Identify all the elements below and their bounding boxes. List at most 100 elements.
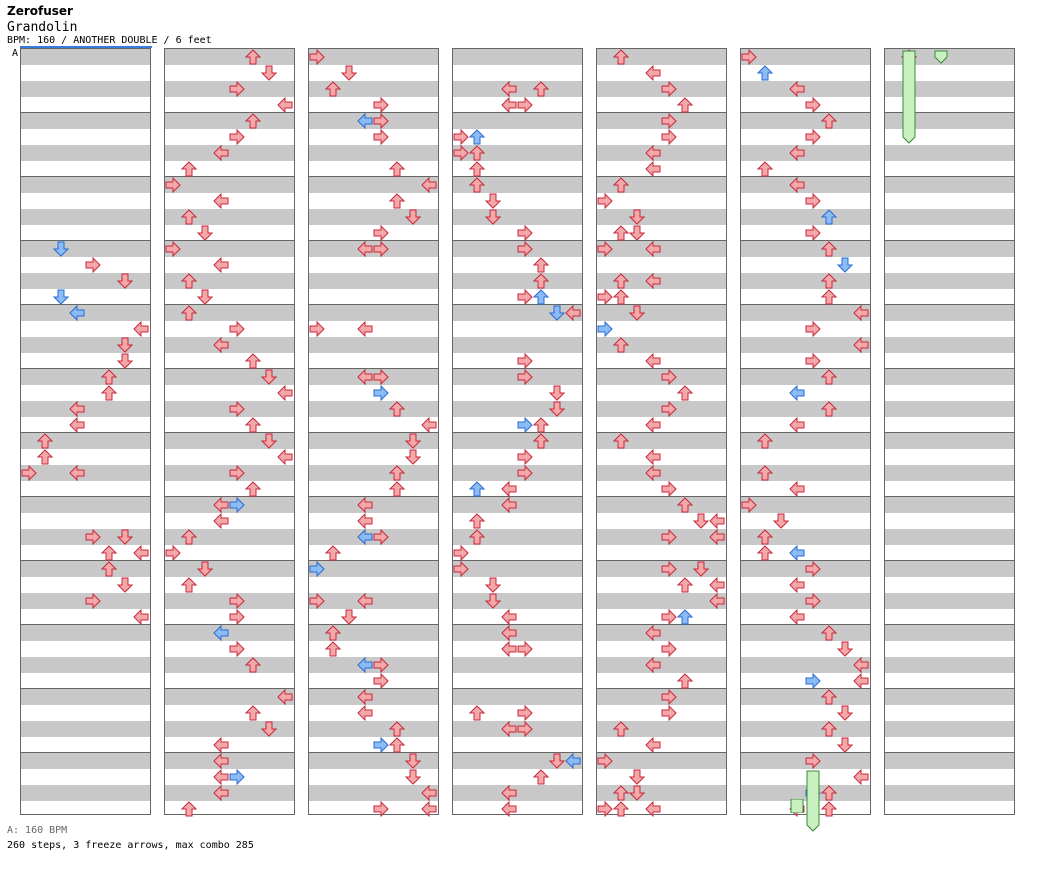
down-arrow-icon <box>325 625 341 641</box>
right-arrow-icon <box>133 321 149 337</box>
down-arrow-icon <box>613 49 629 65</box>
chart-column-7 <box>884 48 1015 815</box>
measure-line <box>597 176 726 177</box>
measure-line <box>885 688 1014 689</box>
measure-line <box>885 624 1014 625</box>
shock-left-arrow-icon <box>597 321 613 337</box>
left-arrow-icon <box>661 689 677 705</box>
measure-line <box>741 624 870 625</box>
shock-up-arrow-icon <box>53 289 69 305</box>
left-arrow-icon <box>661 129 677 145</box>
freeze-tail <box>790 799 804 813</box>
up-arrow-icon <box>629 769 645 785</box>
down-arrow-icon <box>181 209 197 225</box>
up-arrow-icon <box>629 225 645 241</box>
left-arrow-icon <box>517 241 533 257</box>
down-arrow-icon <box>821 785 837 801</box>
measure-line <box>21 560 150 561</box>
up-arrow-icon <box>549 753 565 769</box>
left-arrow-icon <box>661 641 677 657</box>
measure-line <box>741 368 870 369</box>
right-arrow-icon <box>69 417 85 433</box>
freeze-arrow <box>902 50 916 144</box>
right-arrow-icon <box>645 657 661 673</box>
measure-line <box>597 752 726 753</box>
bpm-indicator-bar <box>20 46 152 48</box>
measure-line <box>597 112 726 113</box>
down-arrow-icon <box>613 273 629 289</box>
down-arrow-icon <box>613 289 629 305</box>
left-arrow-icon <box>373 113 389 129</box>
right-arrow-icon <box>709 577 725 593</box>
down-arrow-icon <box>101 369 117 385</box>
measure-line <box>741 496 870 497</box>
down-arrow-icon <box>245 353 261 369</box>
down-arrow-icon <box>469 705 485 721</box>
right-arrow-icon <box>357 705 373 721</box>
down-arrow-icon <box>821 369 837 385</box>
shock-up-arrow-icon <box>549 305 565 321</box>
right-arrow-icon <box>501 497 517 513</box>
left-arrow-icon <box>597 193 613 209</box>
right-arrow-icon <box>853 305 869 321</box>
left-arrow-icon <box>597 753 613 769</box>
measure-line <box>165 112 294 113</box>
up-arrow-icon <box>197 289 213 305</box>
left-arrow-icon <box>21 465 37 481</box>
left-arrow-icon <box>805 593 821 609</box>
shock-down-arrow-icon <box>533 289 549 305</box>
up-arrow-icon <box>629 209 645 225</box>
down-arrow-icon <box>245 657 261 673</box>
shock-right-arrow-icon <box>789 385 805 401</box>
up-arrow-icon <box>693 561 709 577</box>
shock-up-arrow-icon <box>837 257 853 273</box>
down-arrow-icon <box>821 289 837 305</box>
right-arrow-icon <box>213 193 229 209</box>
right-arrow-icon <box>645 465 661 481</box>
measure-line <box>453 368 582 369</box>
right-arrow-icon <box>421 177 437 193</box>
down-arrow-icon <box>245 49 261 65</box>
down-arrow-icon <box>821 241 837 257</box>
measure-line <box>453 112 582 113</box>
right-arrow-icon <box>421 801 437 817</box>
shock-left-arrow-icon <box>229 497 245 513</box>
down-arrow-icon <box>821 113 837 129</box>
down-arrow-icon <box>245 705 261 721</box>
left-arrow-icon <box>517 705 533 721</box>
measure-line <box>453 688 582 689</box>
down-arrow-icon <box>821 801 837 817</box>
up-arrow-icon <box>405 209 421 225</box>
shock-right-arrow-icon <box>213 625 229 641</box>
right-arrow-icon <box>501 625 517 641</box>
measure-line <box>453 176 582 177</box>
shock-right-arrow-icon <box>565 753 581 769</box>
shock-down-arrow-icon <box>757 65 773 81</box>
up-arrow-icon <box>117 529 133 545</box>
up-arrow-icon <box>261 433 277 449</box>
measure-line <box>597 560 726 561</box>
right-arrow-icon <box>709 529 725 545</box>
measure-line <box>309 688 438 689</box>
down-arrow-icon <box>677 673 693 689</box>
up-arrow-icon <box>837 705 853 721</box>
measure-line <box>885 304 1014 305</box>
right-arrow-icon <box>213 785 229 801</box>
down-arrow-icon <box>757 161 773 177</box>
chart-column-3 <box>308 48 439 817</box>
up-arrow-icon <box>405 449 421 465</box>
right-arrow-icon <box>645 625 661 641</box>
freeze-arrow <box>806 770 820 832</box>
measure-line <box>21 432 150 433</box>
left-arrow-icon <box>229 465 245 481</box>
right-arrow-icon <box>645 65 661 81</box>
measure-line <box>885 368 1014 369</box>
left-arrow-icon <box>805 129 821 145</box>
down-arrow-icon <box>677 97 693 113</box>
measure-line <box>453 624 582 625</box>
shock-right-arrow-icon <box>357 113 373 129</box>
left-arrow-icon <box>661 609 677 625</box>
down-arrow-icon <box>469 513 485 529</box>
measure-line <box>165 176 294 177</box>
measure-line <box>21 624 150 625</box>
